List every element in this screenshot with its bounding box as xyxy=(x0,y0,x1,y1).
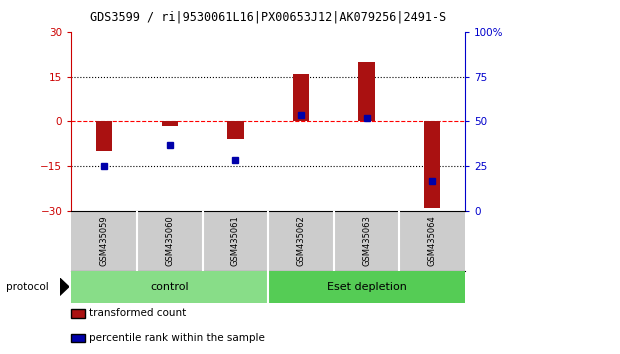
Bar xyxy=(293,74,309,121)
Bar xyxy=(358,62,374,121)
Text: GDS3599 / ri|9530061L16|PX00653J12|AK079256|2491-S: GDS3599 / ri|9530061L16|PX00653J12|AK079… xyxy=(90,11,446,24)
Text: protocol: protocol xyxy=(6,282,49,292)
Text: GSM435063: GSM435063 xyxy=(362,215,371,266)
Text: GSM435062: GSM435062 xyxy=(296,215,306,266)
Bar xyxy=(71,271,268,303)
Text: GSM435059: GSM435059 xyxy=(100,215,108,266)
Bar xyxy=(227,121,244,139)
Text: Eset depletion: Eset depletion xyxy=(327,282,407,292)
Text: percentile rank within the sample: percentile rank within the sample xyxy=(89,333,265,343)
Text: control: control xyxy=(151,282,189,292)
Text: transformed count: transformed count xyxy=(89,308,186,318)
Text: GSM435060: GSM435060 xyxy=(165,215,174,266)
Text: GSM435064: GSM435064 xyxy=(428,215,436,266)
Polygon shape xyxy=(60,278,69,296)
Bar xyxy=(424,121,440,208)
Text: GSM435061: GSM435061 xyxy=(231,215,240,266)
Bar xyxy=(268,271,465,303)
Bar xyxy=(162,121,178,126)
Bar xyxy=(96,121,112,151)
